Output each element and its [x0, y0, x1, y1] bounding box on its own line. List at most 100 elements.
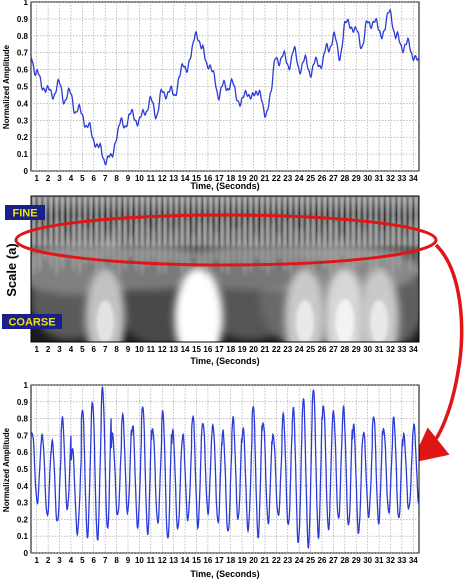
x-tick-label: 30 [363, 174, 372, 183]
y-tick-label: 0.8 [17, 32, 29, 41]
x-tick-label: 10 [135, 345, 144, 354]
scalogram-band-drip [88, 227, 93, 265]
x-tick-label: 19 [238, 174, 247, 183]
bottom-y-axis-label: Normalized Amplitude [2, 427, 11, 512]
scalogram-fine-band [380, 196, 384, 246]
x-tick-label: 3 [57, 556, 62, 565]
x-tick-label: 14 [181, 174, 190, 183]
scalogram-band-drip [288, 216, 293, 276]
x-tick-label: 17 [215, 556, 224, 565]
x-tick-label: 12 [158, 174, 167, 183]
scalogram-band-drip [414, 216, 419, 276]
x-tick-label: 5 [80, 174, 85, 183]
scalogram-fine-band [175, 196, 178, 246]
bottom-y-tick-labels: 0 0.1 0.2 0.3 0.4 0.5 0.6 0.7 0.8 0.9 1 [17, 381, 29, 558]
scalogram-band-drip [385, 224, 390, 268]
y-tick-label: 0.5 [17, 83, 29, 92]
scalogram-band-drip [145, 224, 150, 268]
x-tick-label: 11 [147, 174, 156, 183]
x-tick-label: 9 [126, 556, 131, 565]
scalogram-bright-core [295, 300, 314, 342]
y-tick-label: 0.7 [17, 431, 29, 440]
x-tick-label: 6 [92, 345, 97, 354]
scalogram-fine-band [66, 196, 70, 246]
x-tick-label: 22 [272, 556, 281, 565]
coarse-label-box [2, 314, 62, 329]
y-tick-label: 0.1 [17, 150, 29, 159]
scalogram-fine-band [403, 196, 406, 246]
scalogram-band-drip [311, 218, 316, 274]
scalogram-band-drip [334, 221, 339, 271]
y-tick-label: 1 [24, 0, 29, 7]
scalogram-band-drip [282, 219, 287, 273]
scalogram-band-drip [203, 216, 208, 276]
scalogram-band-drip [362, 228, 367, 264]
top-y-axis-label: Normalized Amplitude [2, 44, 11, 129]
scalogram-fine-band [238, 196, 241, 246]
scalogram-fine-band [61, 196, 64, 246]
x-tick-label: 25 [306, 174, 315, 183]
scalogram-band-drip [351, 216, 356, 276]
scalogram-band-drip [48, 222, 53, 270]
scalogram-band-drip [305, 217, 310, 275]
scalogram-band-drip [408, 220, 413, 272]
x-tick-label: 20 [249, 556, 258, 565]
scalogram-band-drip [191, 232, 196, 260]
x-tick-label: 7 [103, 556, 108, 565]
y-tick-label: 0.5 [17, 465, 29, 474]
x-tick-label: 29 [352, 345, 361, 354]
scalogram-bright-core [187, 296, 210, 342]
x-tick-label: 33 [397, 556, 406, 565]
x-tick-label: 21 [260, 174, 269, 183]
x-tick-label: 10 [135, 556, 144, 565]
x-tick-label: 15 [192, 556, 201, 565]
scalogram-band-drip [117, 216, 122, 276]
x-tick-label: 20 [249, 174, 258, 183]
scalogram-fine-band [277, 196, 281, 246]
scalogram-band-drip [163, 217, 168, 275]
y-tick-label: 0.3 [17, 116, 29, 125]
x-tick-label: 13 [169, 174, 178, 183]
red-arrow [411, 243, 464, 463]
x-tick-label: 10 [135, 174, 144, 183]
scalogram-fine-band [335, 196, 338, 246]
scalogram-band-drip [328, 216, 333, 276]
x-tick-label: 16 [203, 174, 212, 183]
x-tick-label: 11 [147, 345, 156, 354]
x-tick-label: 29 [352, 556, 361, 565]
scalogram-band-drip [151, 229, 156, 263]
scalogram-band-drip [174, 224, 179, 268]
scalogram-band-drip [111, 223, 116, 269]
top-x-axis-label: Time, (Seconds) [190, 181, 259, 191]
x-tick-label: 32 [386, 174, 395, 183]
x-tick-label: 21 [260, 556, 269, 565]
scalogram-band-drip [197, 221, 202, 271]
fine-scale-highlight-ellipse [14, 213, 438, 267]
x-tick-label: 28 [340, 345, 349, 354]
scalogram-band-drip [391, 216, 396, 276]
x-tick-label: 23 [283, 345, 292, 354]
x-tick-label: 9 [126, 345, 131, 354]
scalogram-band-drip [66, 232, 71, 260]
x-tick-label: 14 [181, 556, 190, 565]
bottom-x-axis-label: Time, (Seconds) [190, 569, 259, 579]
scalogram-band-drip [277, 231, 282, 261]
x-tick-label: 24 [295, 345, 304, 354]
x-tick-label: 27 [329, 556, 338, 565]
scalogram-band-drip [265, 216, 270, 276]
scalogram-band-drip [242, 216, 247, 276]
x-tick-label: 30 [363, 345, 372, 354]
x-tick-label: 22 [272, 345, 281, 354]
scalogram-band-drip [260, 222, 265, 270]
scalogram-fine-band [295, 196, 298, 246]
x-tick-label: 18 [226, 345, 235, 354]
scalogram-band-drip [231, 227, 236, 265]
x-tick-label: 27 [329, 174, 338, 183]
x-tick-label: 32 [386, 556, 395, 565]
x-tick-label: 25 [306, 345, 315, 354]
y-tick-label: 0.9 [17, 398, 29, 407]
x-tick-label: 26 [318, 174, 327, 183]
scalogram-band-drip [106, 229, 111, 263]
fine-label-box [5, 205, 45, 220]
